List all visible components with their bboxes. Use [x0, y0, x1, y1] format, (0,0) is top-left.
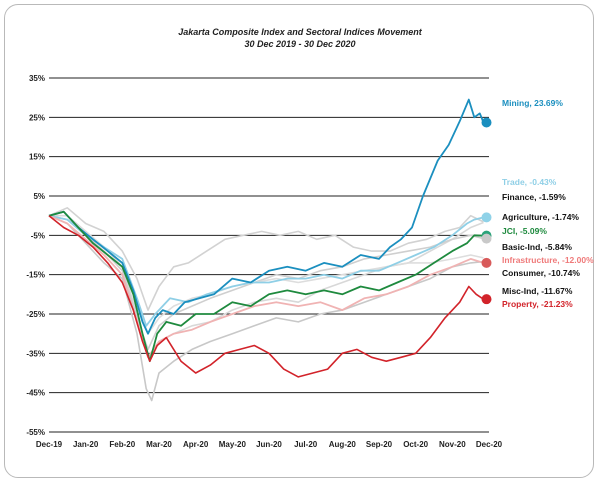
- x-tick-label: Oct-20: [403, 440, 428, 449]
- series-label-jci: JCI, -5.09%: [502, 226, 547, 236]
- x-tick-label: Dec-19: [36, 440, 63, 449]
- x-tick-label: Jan-20: [73, 440, 99, 449]
- series-line-agriculture: [49, 214, 484, 359]
- series-labels: Mining, 23.69% Trade, -0.43% Finance, -1.5…: [502, 98, 594, 309]
- y-tick-label: 15%: [29, 153, 45, 162]
- x-tick-label: Sep-20: [366, 440, 393, 449]
- end-marker-mining: [481, 117, 492, 128]
- y-tick-label: 35%: [29, 74, 45, 83]
- series-label-mining: Mining, 23.69%: [502, 98, 563, 108]
- end-marker-trade: [481, 212, 492, 223]
- series-line-basic-ind: [48, 214, 484, 351]
- chart-title: Jakarta Composite Index and Sectoral Ind…: [178, 27, 423, 37]
- x-tick-label: Dec-20: [476, 440, 503, 449]
- series-label-infrastructure: Infrastructure, -12.00%: [502, 255, 594, 265]
- series-layer: [48, 98, 485, 402]
- chart-canvas: Jakarta Composite Index and Sectoral Ind…: [26, 27, 594, 449]
- series-line-finance: [48, 207, 484, 311]
- chart-subtitle: 30 Dec 2019 - 30 Dec 2020: [244, 39, 355, 49]
- chart-frame: Jakarta Composite Index and Sectoral Ind…: [4, 4, 594, 478]
- series-line-property: [48, 215, 484, 378]
- end-marker-basic-ind: [481, 233, 492, 244]
- x-axis-ticks: Dec-19 Jan-20 Feb-20 Mar-20 Apr-20 May-20 Jun-…: [36, 440, 503, 449]
- y-tick-label: -45%: [26, 389, 45, 398]
- x-tick-label: Feb-20: [109, 440, 135, 449]
- series-label-basic-ind: Basic-Ind, -5.84%: [502, 242, 572, 252]
- y-axis-ticks: 35% 25% 15% 5% -5% -15% -25% -35% -45% -55%: [26, 74, 45, 437]
- x-tick-label: Nov-20: [439, 440, 466, 449]
- end-marker-infrastructure: [481, 257, 492, 268]
- series-line-mining: [48, 98, 485, 335]
- x-tick-label: May-20: [219, 440, 247, 449]
- end-marker-property: [481, 294, 492, 305]
- y-tick-label: -55%: [26, 428, 45, 437]
- y-tick-label: 25%: [29, 113, 45, 122]
- x-tick-label: Aug-20: [329, 440, 357, 449]
- y-tick-label: -5%: [31, 231, 45, 240]
- series-label-consumer: Consumer, -10.74%: [502, 268, 580, 278]
- x-tick-label: Jul-20: [294, 440, 318, 449]
- y-tick-label: -15%: [26, 271, 45, 280]
- y-tick-label: -35%: [26, 349, 45, 358]
- x-tick-label: Apr-20: [183, 440, 209, 449]
- series-label-trade: Trade, -0.43%: [502, 177, 557, 187]
- series-line-jci: [48, 210, 484, 363]
- y-tick-label: -25%: [26, 310, 45, 319]
- series-label-property: Property, -21.23%: [502, 299, 573, 309]
- x-tick-label: Jun-20: [256, 440, 282, 449]
- series-label-misc-ind: Misc-Ind, -11.67%: [502, 286, 573, 296]
- end-markers: [481, 117, 492, 305]
- series-label-finance: Finance, -1.59%: [502, 192, 566, 202]
- series-label-agriculture: Agriculture, -1.74%: [502, 212, 579, 222]
- y-tick-label: 5%: [33, 192, 45, 201]
- series-line-infrastructure: [48, 214, 484, 359]
- series-line-trade: [48, 214, 484, 327]
- x-tick-label: Mar-20: [146, 440, 172, 449]
